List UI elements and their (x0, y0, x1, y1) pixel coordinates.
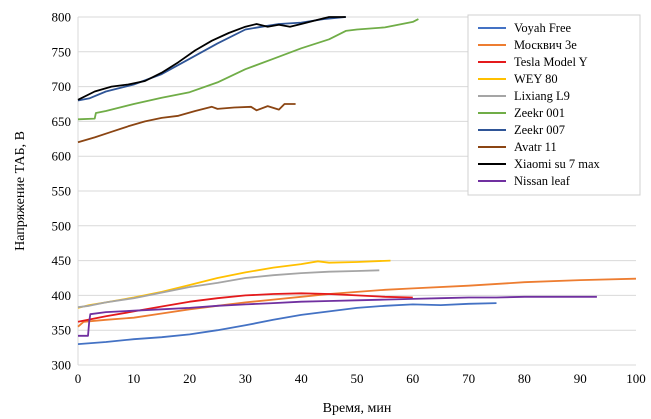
legend-label-4: Lixiang L9 (514, 89, 570, 103)
y-tick-label-5: 550 (52, 184, 72, 199)
y-tick-label-8: 700 (52, 79, 72, 94)
x-tick-label-3: 30 (239, 371, 252, 386)
series-line-9 (78, 295, 597, 337)
legend-label-9: Nissan leaf (514, 174, 571, 188)
y-tick-label-4: 500 (52, 218, 72, 233)
series-line-6 (77, 16, 346, 102)
legend-label-2: Tesla Model Y (514, 55, 588, 69)
series-line-5 (77, 18, 419, 121)
y-tick-label-6: 600 (52, 149, 72, 164)
x-tick-label-1: 10 (127, 371, 140, 386)
legend-label-5: Zeekr 001 (514, 106, 565, 120)
x-tick-label-10: 100 (626, 371, 646, 386)
y-tick-label-10: 800 (52, 10, 72, 25)
legend-label-1: Москвич 3е (514, 38, 577, 52)
legend: Voyah Free Москвич 3е Tesla Model Y WEY 80 L… (467, 14, 641, 196)
series-line-8 (77, 16, 346, 101)
legend-label-3: WEY 80 (514, 72, 558, 86)
y-tick-labels: 300 350 400 450 500 550 600 650 700 750 800 (52, 10, 72, 373)
series-line-7 (77, 103, 296, 144)
y-tick-label-7: 650 (52, 114, 72, 129)
y-axis-label: Напряжение ТАБ, В (13, 131, 28, 251)
y-tick-label-0: 300 (52, 358, 72, 373)
x-tick-label-0: 0 (75, 371, 82, 386)
y-tick-label-1: 350 (52, 323, 72, 338)
x-tick-label-5: 50 (351, 371, 364, 386)
y-tick-label-2: 400 (52, 288, 72, 303)
series-line-4 (77, 269, 380, 309)
legend-label-6: Zeekr 007 (514, 123, 565, 137)
series-line-0 (77, 302, 497, 345)
series-line-1 (77, 277, 637, 328)
plot-series (77, 16, 637, 345)
legend-label-7: Avatr 11 (514, 140, 557, 154)
y-tick-label-9: 750 (52, 44, 72, 59)
y-tick-label-3: 450 (52, 253, 72, 268)
x-axis-label: Время, мин (323, 401, 392, 416)
legend-label-8: Xiaomi su 7 max (514, 157, 601, 171)
x-tick-label-6: 60 (406, 371, 419, 386)
x-tick-labels: 0 10 20 30 40 50 60 70 80 90 100 (75, 371, 646, 386)
x-tick-label-2: 20 (183, 371, 196, 386)
legend-label-0: Voyah Free (514, 21, 572, 35)
x-tick-label-8: 80 (518, 371, 531, 386)
x-tick-label-4: 40 (295, 371, 308, 386)
x-tick-label-7: 70 (462, 371, 475, 386)
x-tick-label-9: 90 (574, 371, 587, 386)
